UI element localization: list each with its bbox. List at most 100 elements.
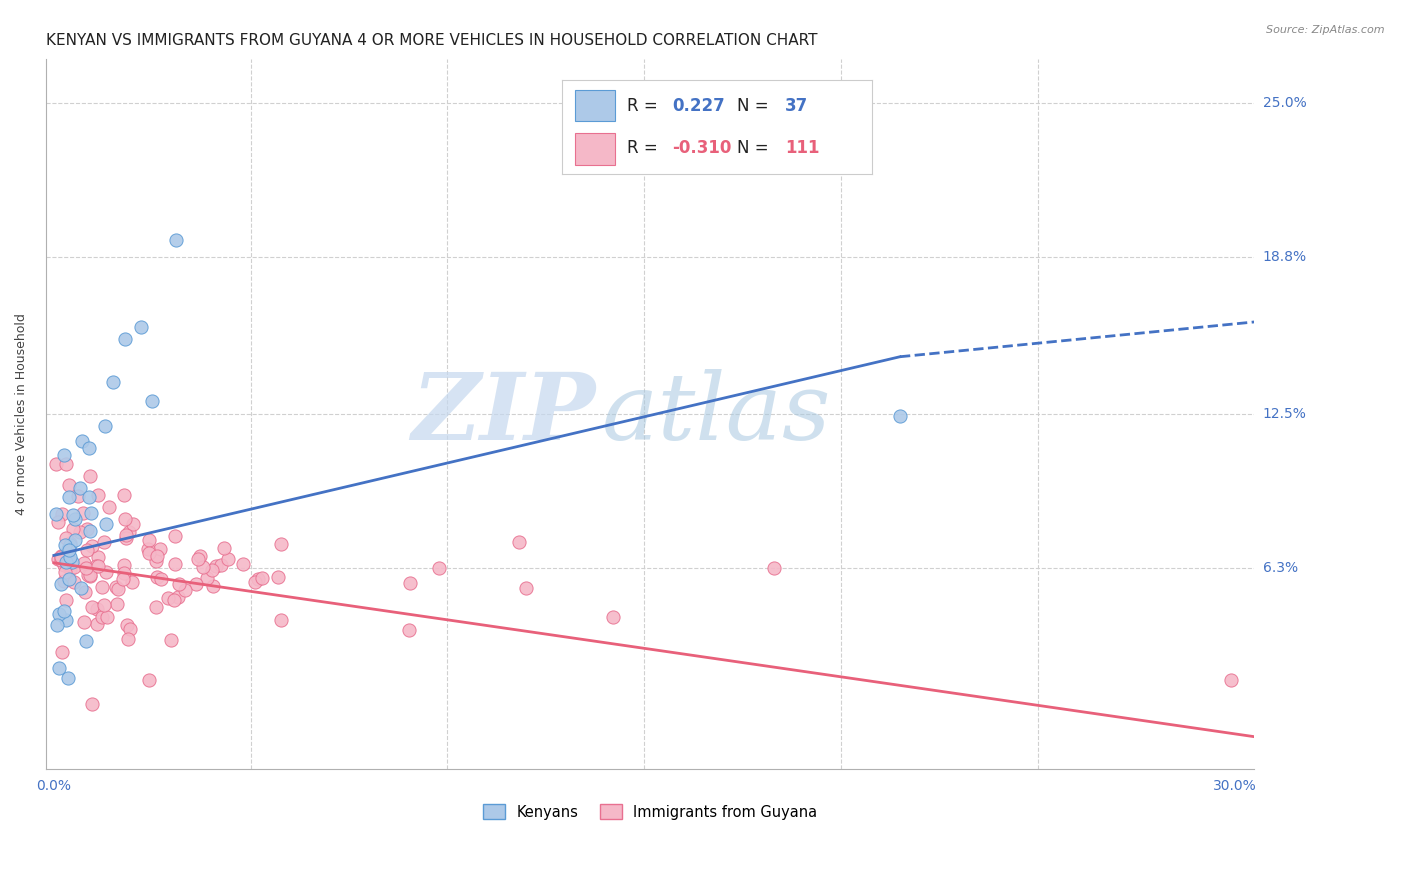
Point <box>58 542 80 557</box>
Point <box>201 563 224 577</box>
Point <box>169 577 191 591</box>
Point <box>252 571 274 585</box>
Point <box>247 572 270 586</box>
Point <box>398 623 420 637</box>
Point <box>55 457 77 471</box>
Point <box>399 576 422 591</box>
Point <box>79 442 101 456</box>
Point <box>163 529 186 543</box>
Point <box>111 573 134 587</box>
Point <box>267 570 290 584</box>
Point <box>60 555 83 569</box>
Point <box>118 623 141 637</box>
Point <box>232 558 254 572</box>
Point <box>93 598 115 612</box>
Text: 18.8%: 18.8% <box>1263 251 1306 264</box>
Point <box>58 572 80 586</box>
Point <box>107 582 129 597</box>
Point <box>174 582 197 597</box>
Point <box>87 550 110 565</box>
Text: -0.310: -0.310 <box>672 139 731 157</box>
Point <box>94 419 117 434</box>
Point <box>76 543 98 558</box>
Point <box>46 515 69 529</box>
Point <box>146 570 169 584</box>
Point <box>59 538 82 552</box>
Point <box>55 613 77 627</box>
Point <box>45 507 67 521</box>
Point <box>145 600 167 615</box>
Point <box>63 533 86 548</box>
Point <box>76 523 98 537</box>
Point <box>62 575 84 590</box>
Text: 25.0%: 25.0% <box>1263 96 1306 111</box>
Point <box>191 560 214 574</box>
Point <box>72 506 94 520</box>
Point <box>63 511 86 525</box>
Point <box>59 535 82 549</box>
Point <box>114 512 136 526</box>
Text: R =: R = <box>627 139 664 157</box>
Point <box>94 516 117 531</box>
Point <box>187 552 209 566</box>
Text: atlas: atlas <box>602 369 831 458</box>
Point <box>270 537 292 551</box>
Point <box>87 488 110 502</box>
Point <box>80 697 103 711</box>
Text: 12.5%: 12.5% <box>1263 407 1306 421</box>
Point <box>149 542 172 557</box>
Point <box>90 580 112 594</box>
Point <box>53 538 76 552</box>
Point <box>59 562 82 576</box>
Point <box>515 581 537 595</box>
Point <box>51 549 73 564</box>
Point <box>62 522 84 536</box>
Point <box>93 534 115 549</box>
Point <box>427 561 450 575</box>
Point <box>79 524 101 538</box>
Point <box>112 558 135 572</box>
Point <box>212 541 235 556</box>
Point <box>79 469 101 483</box>
Point <box>167 590 190 604</box>
Point <box>165 557 187 571</box>
Point <box>217 551 239 566</box>
Point <box>115 618 138 632</box>
Point <box>186 577 208 591</box>
Point <box>121 574 143 589</box>
Point <box>49 553 72 567</box>
Point <box>51 645 73 659</box>
Point <box>86 602 108 616</box>
Point <box>73 556 96 570</box>
Point <box>107 597 129 611</box>
Point <box>46 552 69 566</box>
Bar <box>575 133 614 164</box>
Point <box>156 591 179 606</box>
Point <box>188 549 211 563</box>
Point <box>101 375 124 389</box>
Text: 37: 37 <box>785 96 808 114</box>
Text: ZIP: ZIP <box>412 369 596 458</box>
Point <box>209 558 232 573</box>
Point <box>66 489 89 503</box>
Point <box>69 525 91 540</box>
Point <box>45 457 67 471</box>
Point <box>76 568 98 582</box>
Point <box>53 448 76 462</box>
Point <box>75 585 97 599</box>
Point <box>70 581 93 595</box>
Legend: Kenyans, Immigrants from Guyana: Kenyans, Immigrants from Guyana <box>477 798 824 826</box>
Point <box>55 593 77 607</box>
Point <box>118 525 141 540</box>
Point <box>149 572 172 586</box>
Point <box>160 633 183 648</box>
Point <box>138 533 160 547</box>
Point <box>73 615 96 630</box>
Point <box>84 558 107 573</box>
Point <box>62 508 84 522</box>
Point <box>82 599 104 614</box>
Point <box>115 531 138 545</box>
Point <box>63 560 86 574</box>
Point <box>112 566 135 580</box>
Point <box>55 531 77 545</box>
